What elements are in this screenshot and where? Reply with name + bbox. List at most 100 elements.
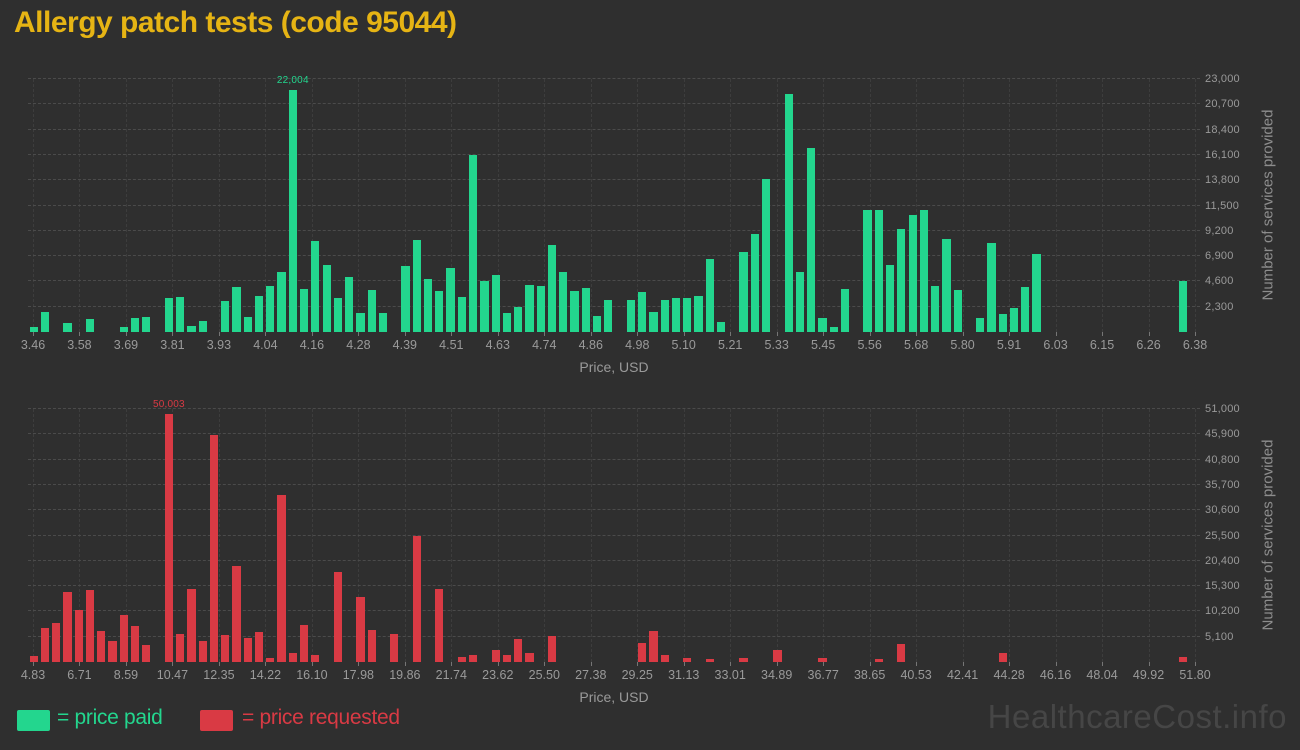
requested-bar bbox=[998, 653, 1007, 662]
requested-bar bbox=[649, 630, 658, 662]
vertical-gridline bbox=[404, 79, 406, 332]
requested-bar bbox=[187, 588, 196, 662]
gridline bbox=[28, 559, 1200, 561]
paid-bar bbox=[514, 306, 523, 332]
vertical-gridline bbox=[497, 79, 499, 332]
gridline bbox=[28, 534, 1200, 536]
requested-bar bbox=[209, 434, 219, 662]
paid-bar bbox=[829, 326, 838, 332]
x-tick-mark bbox=[451, 332, 453, 336]
paid-bar bbox=[40, 312, 50, 332]
requested-bar bbox=[638, 643, 647, 662]
x-tick-mark bbox=[590, 662, 592, 666]
requested-bar bbox=[266, 657, 275, 662]
requested-bar bbox=[29, 656, 38, 662]
paid-bar bbox=[412, 239, 421, 332]
requested-bar bbox=[502, 655, 512, 662]
x-tick-label: 49.92 bbox=[1132, 668, 1165, 682]
x-tick-mark bbox=[1009, 662, 1011, 666]
page-title: Allergy patch tests (code 95044) bbox=[14, 6, 457, 39]
vertical-gridline bbox=[730, 409, 732, 662]
vertical-gridline bbox=[1055, 409, 1057, 662]
requested-bar bbox=[299, 624, 309, 662]
y-tick-label: 25,500 bbox=[1205, 529, 1240, 542]
vertical-gridline bbox=[79, 409, 81, 662]
paid-bar bbox=[176, 296, 185, 332]
x-tick-label: 17.98 bbox=[342, 668, 374, 682]
paid-bar bbox=[705, 258, 714, 332]
paid-bar bbox=[367, 290, 376, 332]
paid-bar bbox=[762, 179, 771, 332]
peak-value-label: 22,004 bbox=[276, 74, 309, 86]
paid-bar bbox=[457, 297, 466, 332]
paid-bar bbox=[502, 313, 512, 332]
x-tick-label: 34.89 bbox=[761, 668, 793, 682]
requested-bar bbox=[367, 629, 376, 662]
x-tick-mark bbox=[125, 662, 127, 666]
gridline bbox=[28, 509, 1200, 511]
paid-bar bbox=[266, 285, 275, 332]
x-tick-mark bbox=[637, 332, 639, 336]
paid-bar bbox=[976, 317, 985, 332]
requested-bar bbox=[739, 658, 748, 662]
requested-bar bbox=[390, 634, 399, 662]
requested-bar bbox=[164, 413, 173, 662]
requested-bar bbox=[198, 641, 207, 662]
x-tick-mark bbox=[265, 332, 267, 336]
paid-bar bbox=[750, 233, 759, 332]
paid-bar bbox=[1021, 287, 1030, 332]
x-tick-mark bbox=[451, 662, 453, 666]
y-tick-label: 45,900 bbox=[1205, 428, 1240, 441]
x-tick-label: 5.68 bbox=[903, 338, 929, 352]
paid-bar bbox=[311, 240, 320, 332]
paid-bar bbox=[818, 318, 827, 332]
requested-bar bbox=[108, 640, 117, 662]
x-tick-mark bbox=[683, 332, 685, 336]
y-tick-label: 51,000 bbox=[1205, 403, 1240, 415]
vertical-gridline bbox=[358, 79, 360, 332]
price-paid-y-axis-title: Number of services provided bbox=[1259, 109, 1277, 301]
vertical-gridline bbox=[1148, 79, 1150, 332]
paid-bar bbox=[29, 326, 38, 332]
x-tick-mark bbox=[497, 662, 499, 666]
y-tick-label: 5,100 bbox=[1205, 630, 1234, 643]
x-tick-mark bbox=[1009, 332, 1011, 336]
x-tick-label: 5.33 bbox=[764, 338, 789, 352]
paid-bar bbox=[435, 290, 444, 332]
x-tick-label: 3.93 bbox=[206, 338, 232, 352]
gridline bbox=[28, 280, 1200, 282]
x-tick-label: 16.10 bbox=[296, 668, 328, 682]
gridline bbox=[28, 408, 1200, 409]
vertical-gridline bbox=[125, 409, 127, 662]
x-tick-mark bbox=[404, 332, 406, 336]
vertical-gridline bbox=[962, 409, 964, 662]
x-tick-mark bbox=[869, 662, 871, 666]
paid-bar bbox=[1009, 308, 1019, 332]
price-paid-legend-label: = price paid bbox=[57, 706, 163, 729]
requested-bar bbox=[897, 644, 906, 662]
requested-bar bbox=[818, 658, 827, 662]
paid-bar bbox=[63, 323, 72, 332]
requested-bar bbox=[40, 627, 50, 662]
x-tick-mark bbox=[311, 332, 313, 336]
x-tick-mark bbox=[776, 662, 778, 666]
price-requested-y-axis: 5,100 10,200 15,300 20,400 25,500 30,600 35,70… bbox=[1205, 403, 1255, 662]
x-tick-label: 3.81 bbox=[160, 338, 185, 352]
vertical-gridline bbox=[33, 409, 34, 662]
x-tick-mark bbox=[218, 332, 220, 336]
paid-bar bbox=[469, 154, 478, 332]
x-tick-label: 42.41 bbox=[946, 668, 979, 682]
paid-bar bbox=[604, 299, 613, 332]
paid-bar bbox=[863, 209, 872, 332]
paid-bar bbox=[671, 298, 681, 332]
vertical-gridline bbox=[358, 409, 360, 662]
requested-bar bbox=[74, 610, 83, 662]
x-tick-mark bbox=[358, 662, 360, 666]
y-tick-label: 16,100 bbox=[1205, 148, 1240, 161]
x-tick-mark bbox=[358, 332, 360, 336]
paid-bar bbox=[739, 251, 748, 332]
vertical-gridline bbox=[1148, 409, 1150, 662]
x-tick-label: 5.56 bbox=[857, 338, 882, 352]
requested-bar bbox=[254, 631, 264, 662]
